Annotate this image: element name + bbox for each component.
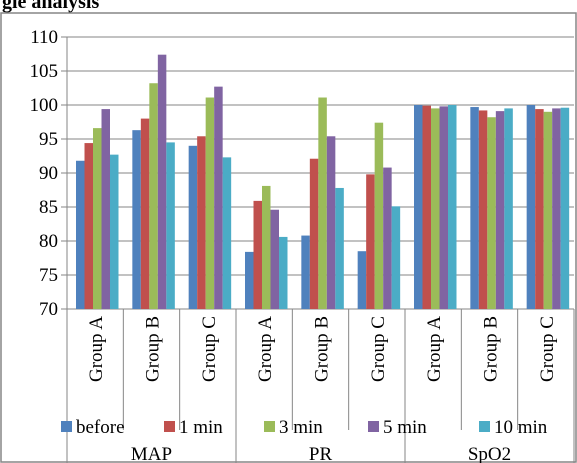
ytick-label-80: 80 (39, 231, 58, 252)
bar-before-1 (132, 130, 141, 309)
bar-before-3 (245, 251, 254, 309)
legend-label-3: 5 min (383, 417, 427, 438)
category-label-2: Group C (199, 316, 220, 382)
category-label-0: Group A (86, 316, 107, 382)
bar-10-min-0 (110, 154, 119, 309)
bar-1-min-1 (140, 118, 150, 309)
bar-10-min-8 (560, 107, 570, 309)
bar-3-min-6 (431, 108, 440, 310)
group-label-0: MAP (131, 444, 172, 463)
bar-1-min-8 (535, 109, 544, 309)
bar-5-min-7 (495, 111, 505, 310)
bar-3-min-2 (205, 97, 215, 310)
bar-1-min-0 (84, 143, 93, 309)
bar-3-min-0 (93, 128, 102, 309)
legend-swatch-1 (164, 421, 175, 432)
legend-label-4: 10 min (494, 417, 548, 438)
ytick-label-100: 100 (30, 95, 59, 116)
bar-10-min-6 (448, 105, 457, 309)
bar-before-5 (357, 251, 367, 309)
category-label-6: Group A (424, 316, 445, 382)
ytick-label-110: 110 (30, 27, 58, 48)
category-label-4: Group B (312, 316, 333, 382)
bar-10-min-4 (335, 187, 344, 309)
bar-before-4 (301, 235, 310, 309)
category-label-3: Group A (255, 316, 276, 382)
ytick-label-85: 85 (39, 197, 58, 218)
bar-5-min-0 (101, 109, 110, 309)
bar-1-min-5 (366, 174, 375, 309)
bar-3-min-5 (374, 122, 384, 310)
bar-10-min-3 (279, 236, 288, 309)
legend-swatch-4 (479, 421, 490, 432)
bar-before-7 (470, 107, 479, 309)
bar-5-min-2 (214, 86, 223, 309)
legend-label-0: before (76, 417, 125, 438)
legend-label-1: 1 min (179, 417, 223, 438)
bar-before-6 (414, 105, 423, 309)
category-label-7: Group B (481, 316, 502, 382)
bar-before-8 (526, 105, 536, 309)
bar-3-min-7 (487, 117, 496, 310)
bar-3-min-4 (318, 97, 327, 310)
bar-10-min-5 (391, 206, 401, 309)
bar-before-2 (188, 145, 198, 309)
group-label-2: SpO2 (468, 444, 511, 463)
bar-before-0 (76, 160, 85, 309)
bar-3-min-8 (543, 111, 553, 309)
bar-10-min-2 (222, 157, 232, 309)
bar-10-min-7 (504, 108, 513, 310)
bar-3-min-3 (262, 185, 271, 309)
legend-swatch-3 (368, 421, 379, 432)
bar-1-min-6 (422, 105, 431, 310)
group-label-1: PR (309, 444, 333, 463)
bar-3-min-1 (149, 83, 158, 310)
figure-caption-fragment: gle analysis (2, 0, 100, 13)
bar-5-min-6 (439, 106, 448, 309)
ytick-label-95: 95 (39, 129, 58, 150)
category-label-5: Group C (368, 316, 389, 382)
category-label-8: Group C (537, 316, 558, 382)
bar-5-min-8 (552, 108, 561, 310)
bar-5-min-3 (270, 209, 279, 309)
ytick-label-90: 90 (39, 163, 58, 184)
bar-1-min-7 (478, 110, 488, 309)
category-label-1: Group B (143, 316, 164, 382)
ytick-label-75: 75 (39, 265, 58, 286)
bar-1-min-2 (197, 136, 206, 309)
legend-label-2: 3 min (279, 417, 323, 438)
bar-1-min-4 (309, 158, 319, 309)
bar-5-min-4 (326, 136, 336, 309)
bar-1-min-3 (253, 200, 262, 309)
axes: 70 75 80 85 90 95 100 105 110 Group A Group B Group… (30, 27, 575, 463)
bars (76, 54, 570, 310)
ytick-label-105: 105 (30, 61, 59, 82)
legend-swatch-2 (264, 421, 275, 432)
bar-10-min-1 (166, 142, 175, 309)
bar-5-min-5 (383, 167, 392, 309)
ytick-label-70: 70 (39, 299, 58, 320)
legend: before 1 min 3 min 5 min 10 min (61, 417, 548, 438)
bar-5-min-1 (157, 54, 167, 310)
legend-swatch-0 (61, 421, 72, 432)
